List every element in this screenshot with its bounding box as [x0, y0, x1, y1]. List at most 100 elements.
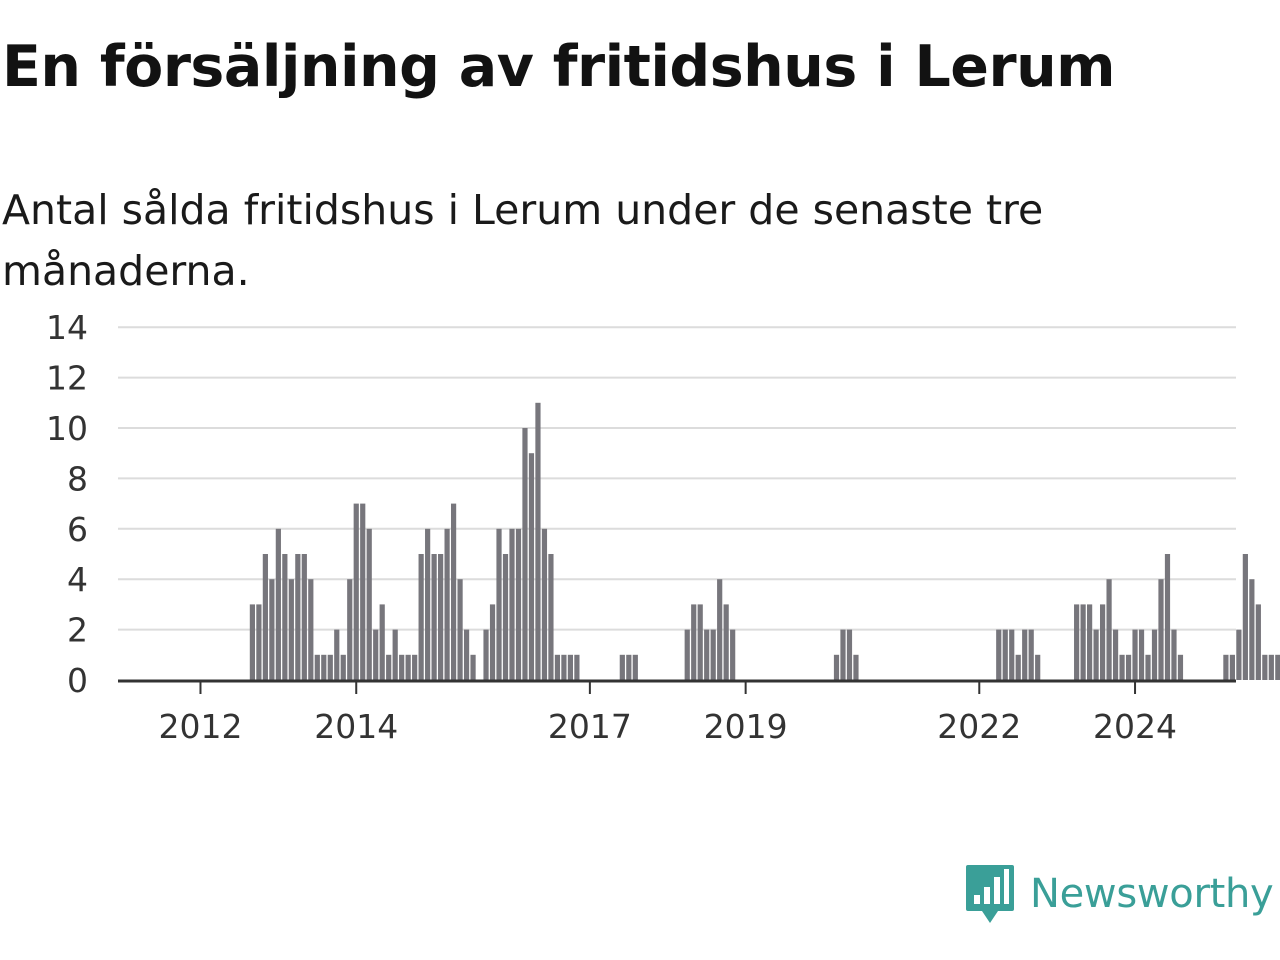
- bar: [347, 579, 353, 680]
- bar: [1035, 654, 1041, 680]
- x-tick-label: 2012: [158, 707, 242, 746]
- bar: [1009, 629, 1015, 680]
- y-tick-label: 0: [67, 661, 88, 700]
- bar: [502, 554, 509, 680]
- bar: [1158, 579, 1164, 680]
- bar: [463, 629, 470, 680]
- x-tick-label: 2017: [548, 707, 632, 746]
- bar: [541, 528, 548, 680]
- bar: [418, 554, 424, 680]
- bar: [457, 579, 463, 680]
- bar: [684, 629, 690, 680]
- bar: [353, 503, 359, 680]
- bar: [1138, 629, 1145, 680]
- bar: [833, 654, 840, 680]
- y-tick-label: 12: [46, 359, 88, 398]
- bar: [704, 629, 710, 680]
- bar: [567, 654, 574, 680]
- bar: [1093, 629, 1099, 680]
- y-tick-label: 4: [67, 560, 88, 599]
- newsworthy-logo-icon: [966, 865, 1014, 923]
- bar: [425, 528, 431, 680]
- bar: [314, 654, 320, 680]
- bar: [282, 554, 288, 680]
- bar: [840, 629, 846, 680]
- bar: [717, 579, 723, 680]
- bar: [522, 428, 528, 680]
- x-tick-label: 2019: [704, 707, 788, 746]
- bar: [996, 629, 1002, 680]
- bar: [1015, 654, 1021, 680]
- bar: [496, 528, 502, 680]
- bar: [366, 528, 372, 680]
- bar: [515, 528, 522, 680]
- bar: [262, 554, 268, 680]
- chart-title: En försäljning av fritidshus i Lerum: [2, 34, 1116, 100]
- bar: [386, 654, 392, 680]
- bar: [1236, 629, 1242, 680]
- bar: [723, 604, 729, 680]
- bar: [1028, 629, 1034, 680]
- bar: [697, 604, 703, 680]
- bar: [632, 654, 638, 680]
- bar: [392, 629, 398, 680]
- bar: [470, 654, 476, 680]
- bar: [1125, 654, 1132, 680]
- bar: [1268, 654, 1274, 680]
- bar: [256, 604, 262, 680]
- bar: [730, 629, 736, 680]
- bar: [561, 654, 567, 680]
- x-axis-ticks: [199, 682, 1137, 694]
- bar: [301, 554, 307, 680]
- bar: [1229, 654, 1235, 680]
- bar: [334, 629, 340, 680]
- bar: [548, 554, 554, 680]
- bar: [360, 503, 366, 680]
- y-tick-label: 2: [67, 611, 88, 650]
- bar: [1106, 579, 1112, 680]
- bar: [1145, 654, 1151, 680]
- x-tick-label: 2022: [937, 707, 1021, 746]
- bar: [509, 528, 515, 680]
- bar: [691, 604, 697, 680]
- bar: [450, 503, 457, 680]
- y-tick-label: 10: [46, 409, 88, 448]
- bar: [1171, 629, 1177, 680]
- bar: [295, 554, 301, 680]
- bar: [1177, 654, 1184, 680]
- bar: [1255, 604, 1261, 680]
- bar: [1087, 604, 1093, 680]
- bar: [379, 604, 385, 680]
- x-tick-label: 2024: [1093, 707, 1177, 746]
- bars: [249, 402, 1280, 680]
- bar: [288, 579, 294, 680]
- bar: [554, 654, 561, 680]
- bar: [574, 654, 580, 680]
- bar: [1164, 554, 1171, 680]
- y-tick-label: 8: [67, 459, 88, 498]
- bar: [1022, 629, 1028, 680]
- bar: [1242, 554, 1248, 680]
- bar: [853, 654, 859, 680]
- bar: [275, 528, 281, 680]
- bar: [1132, 629, 1138, 680]
- chart-subtitle: Antal sålda fritidshus i Lerum under de …: [2, 186, 1044, 295]
- x-tick-label: 2014: [314, 707, 398, 746]
- bar: [710, 629, 716, 680]
- newsworthy-logo[interactable]: Newsworthy: [964, 862, 1274, 926]
- bar: [249, 604, 255, 680]
- bar: [535, 402, 541, 680]
- bar: [1002, 629, 1008, 680]
- bar: [489, 604, 496, 680]
- bar: [399, 654, 405, 680]
- bar: [321, 654, 327, 680]
- y-axis-labels: 0 2 4 6 8 10 12 14: [46, 308, 88, 700]
- bar: [626, 654, 632, 680]
- bar: [340, 654, 346, 680]
- bar: [846, 629, 853, 680]
- brand-name: Newsworthy: [1030, 871, 1274, 917]
- bar: [1249, 579, 1255, 680]
- bar: [1262, 654, 1268, 680]
- bar: [308, 579, 314, 680]
